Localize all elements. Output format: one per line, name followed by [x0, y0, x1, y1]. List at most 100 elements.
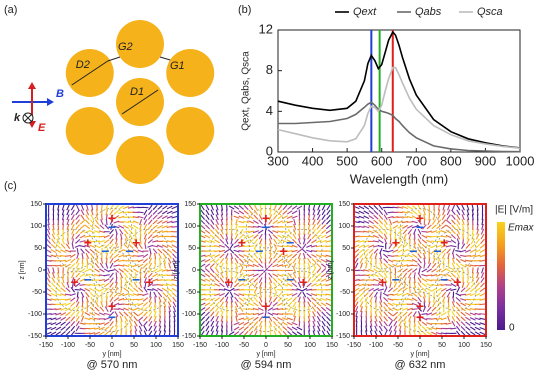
field-arrow — [423, 296, 426, 303]
field-arrow — [456, 272, 461, 279]
particle-outline — [91, 208, 133, 249]
field-arrow — [166, 215, 173, 219]
field-arrow — [373, 219, 379, 225]
field-arrow — [133, 243, 139, 249]
field-arrow — [220, 272, 224, 279]
field-arrow — [123, 303, 130, 306]
field-arrow — [204, 306, 211, 312]
field-arrow — [204, 297, 211, 302]
field-arrow — [426, 244, 433, 249]
field-arrow — [80, 248, 85, 254]
field-arrow — [298, 277, 301, 284]
field-arrow — [364, 253, 369, 259]
charge-sign: − — [392, 272, 400, 288]
field-arrow — [84, 268, 91, 273]
field-arrow — [248, 250, 255, 252]
field-arrow — [113, 215, 120, 220]
field-arrow — [128, 224, 134, 229]
field-arrow — [286, 283, 293, 287]
field-arrow — [89, 312, 96, 316]
field-arrow — [421, 321, 428, 326]
field-arrow — [109, 233, 114, 240]
dimension-line — [71, 60, 109, 86]
field-arrow — [474, 317, 481, 321]
field-arrow — [368, 225, 375, 229]
field-arrow — [99, 268, 105, 273]
field-arrow — [421, 326, 428, 331]
field-arrow — [383, 297, 389, 302]
field-arrow — [450, 234, 457, 240]
field-arrow — [52, 267, 55, 274]
field-arrow — [437, 214, 441, 221]
field-arrow — [161, 244, 168, 248]
field-arrow — [432, 301, 436, 308]
field-arrow — [70, 287, 76, 293]
field-arrow — [171, 205, 178, 210]
field-arrow — [225, 238, 229, 245]
field-arrow — [286, 297, 293, 302]
field-arrow — [436, 306, 442, 312]
field-arrow — [447, 315, 451, 322]
field-arrow — [277, 291, 283, 298]
field-arrow — [89, 224, 95, 230]
field-arrow — [234, 272, 239, 279]
field-arrow — [247, 293, 255, 296]
field-arrow — [215, 224, 220, 230]
x-tick-label: -50 — [393, 342, 403, 349]
charge-sign: − — [262, 309, 270, 325]
field-arrow — [109, 262, 114, 269]
field-arrow — [411, 258, 418, 263]
field-arrow — [325, 268, 332, 273]
field-arrow — [161, 220, 168, 224]
field-arrow — [248, 321, 254, 326]
field-arrow — [431, 317, 438, 320]
field-arrow — [370, 315, 373, 322]
field-arrow — [310, 293, 317, 297]
field-arrow — [325, 219, 331, 225]
field-arrow — [417, 272, 422, 279]
field-arrow — [90, 296, 95, 303]
field-arrow — [127, 206, 134, 209]
field-arrow — [292, 262, 297, 269]
field-arrow — [460, 316, 466, 322]
field-arrow — [55, 321, 62, 326]
particle-outline — [91, 249, 133, 291]
field-arrow — [408, 233, 412, 240]
field-arrow — [50, 308, 57, 310]
field-arrow — [128, 243, 134, 249]
field-arrow — [368, 244, 375, 248]
field-arrow — [57, 214, 60, 221]
field-arrow — [373, 214, 379, 220]
field-arrow — [76, 296, 80, 303]
field-arrow — [325, 263, 332, 268]
field-arrow — [447, 310, 450, 318]
field-arrow — [50, 287, 57, 293]
field-arrow — [133, 316, 139, 322]
field-arrow — [387, 306, 394, 312]
field-arrow — [269, 286, 272, 293]
field-arrow — [50, 312, 57, 316]
field-arrow — [225, 233, 229, 240]
field-arrow — [142, 293, 149, 297]
field-arrow — [450, 229, 456, 235]
field-arrow — [60, 293, 67, 297]
dimension-line — [107, 56, 121, 62]
field-arrow — [172, 301, 177, 308]
field-arrow — [252, 225, 259, 228]
field-arrow — [162, 205, 168, 210]
field-arrow — [113, 225, 120, 229]
field-arrow — [56, 282, 61, 288]
field-arrow — [75, 301, 80, 308]
field-arrow — [466, 204, 470, 211]
field-arrow — [466, 282, 470, 288]
field-arrow — [268, 219, 273, 225]
field-arrow — [234, 306, 239, 313]
field-arrow — [268, 316, 273, 322]
field-arrow — [417, 296, 422, 303]
y-tick-label: -100 — [28, 311, 42, 318]
particle-outline — [55, 270, 96, 312]
field-arrow — [214, 262, 220, 269]
field-arrow — [422, 248, 427, 255]
field-arrow — [392, 206, 399, 209]
field-arrow — [383, 311, 388, 317]
